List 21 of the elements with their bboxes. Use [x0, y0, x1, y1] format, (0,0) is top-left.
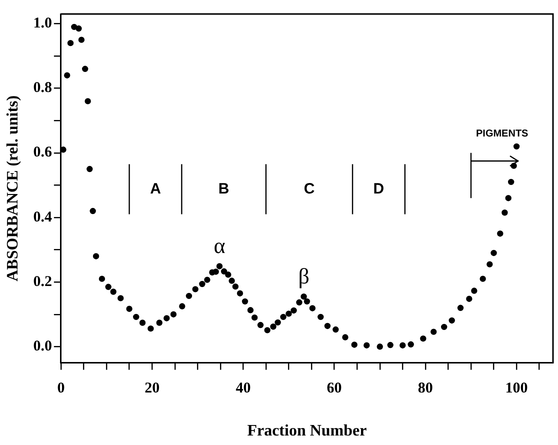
x-tick-label: 100: [505, 380, 528, 397]
annotation: D: [373, 180, 384, 198]
annotation: C: [304, 180, 315, 198]
x-tick-label: 40: [236, 380, 251, 397]
x-tick-label: 80: [418, 380, 433, 397]
annotation: A: [150, 180, 162, 198]
ref-line-label: PIGMENTS: [476, 128, 529, 140]
x-tick-label: 0: [57, 380, 65, 397]
y-tick-label: 0.6: [33, 144, 52, 161]
annotation: β: [298, 263, 310, 288]
annotation: B: [218, 180, 230, 198]
annotation: α: [214, 233, 226, 258]
y-tick-label: 0.4: [33, 209, 52, 226]
y-tick-label: 0.2: [33, 274, 52, 290]
y-tick-label: 0.8: [33, 80, 52, 96]
x-axis-title: Fraction Number: [247, 422, 367, 440]
x-tick-label: 60: [326, 380, 342, 397]
y-tick-label: 1.0: [33, 16, 52, 32]
y-tick-label: 0.0: [33, 338, 52, 355]
y-axis-title: ABSORBANCE (rel. units): [4, 95, 22, 282]
x-tick-label: 20: [144, 380, 160, 397]
